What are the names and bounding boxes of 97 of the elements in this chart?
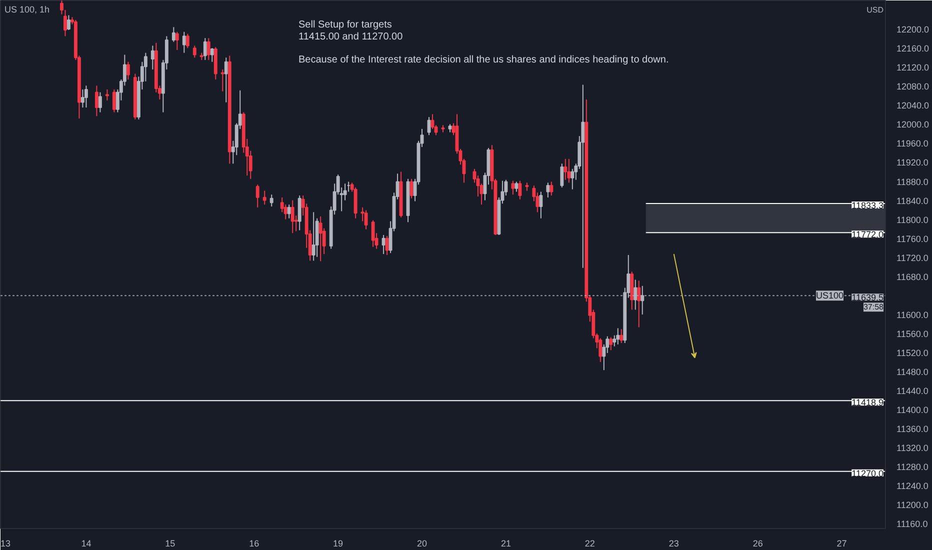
candlestick [262,190,266,206]
y-tick-label: 12040.0 [896,100,930,111]
annotation: Because of the Interest rate decision all the us shares and indices heading to down. [298,54,669,66]
y-tick-label: 11720.0 [896,252,928,263]
x-tick-label: 20 [417,538,428,548]
candlestick [581,84,585,268]
y-tick-label: 12200.0 [896,24,930,35]
x-tick-label: 23 [668,538,679,548]
ref-line-label: 11418.9 [852,398,884,408]
candlestick [290,200,294,234]
y-tick-label: 11200.0 [896,500,928,510]
y-tick-label: 11880.0 [896,176,928,187]
candlestick [192,45,196,58]
y-tick-label: 11800.0 [896,214,928,225]
candlestick [620,328,624,344]
candlestick [66,14,70,30]
annotation: 37:58 [863,302,884,312]
candlestick [98,92,102,113]
candlestick [318,216,322,262]
y-tick-label: 12000.0 [896,120,930,130]
x-tick-label: 15 [165,538,176,548]
candlestick [112,88,116,113]
candlestick [364,210,368,230]
candlestick [210,48,214,62]
candlestick [186,33,190,49]
chart-title: US 100, 1h [4,4,50,14]
candlestick [182,31,186,54]
y-tick-label: 11560.0 [896,328,928,339]
candlestick [410,178,414,199]
y-tick-label: 12160.0 [896,44,930,54]
y-tick-label: 11920.0 [896,158,928,168]
x-tick-label: 14 [81,538,92,548]
candlestick [616,328,620,345]
y-tick-label: 12080.0 [896,82,930,92]
candlestick [354,186,358,219]
candlestick [560,163,564,188]
candlestick [80,88,84,108]
candlestick [203,38,207,60]
candlestick [224,57,228,103]
annotation: Sell Setup for targets [298,20,392,30]
candlestick [382,234,386,255]
ref-line-label: US100 [816,290,844,301]
y-tick-label: 11480.0 [896,367,928,378]
candlestick [270,194,274,207]
y-tick-label: 11680.0 [896,272,928,282]
x-tick-label: 26 [752,538,763,548]
y-tick-label: 11360.0 [896,424,928,434]
candlestick [371,220,375,248]
y-tick-label: 11160.0 [896,519,928,530]
x-tick-label: 19 [333,538,344,548]
y-tick-label: 11440.0 [896,386,928,396]
candlestick [567,158,571,184]
y-tick-label: 12120.0 [896,62,930,73]
candlestick [150,45,154,70]
x-tick-label: 16 [249,538,260,548]
candlestick [550,181,554,196]
ref-line-label: 11833.3 [852,200,884,210]
candlestick [126,61,130,80]
candlestick [637,280,641,328]
candlestick [84,85,88,108]
x-tick-label: 13 [0,538,11,548]
annotation: 11415.00 and 11270.00 [298,32,404,42]
y-tick-label: 11320.0 [896,443,928,454]
candlestick [105,88,109,101]
x-tick-label: 22 [584,538,595,548]
y-tick-label: 11280.0 [896,462,928,472]
y-tick-label: 11520.0 [896,348,928,358]
y-tick-label: 11960.0 [896,138,928,149]
y-tick-label: 11760.0 [896,234,928,244]
ref-line-label: 11270.0 [852,468,884,478]
candlestick [609,336,613,351]
y-tick-label: 11240.0 [896,481,928,492]
candlestick [312,212,316,262]
candlestick [172,26,176,42]
candlestick [298,195,302,231]
x-tick-label: 27 [836,538,847,548]
y-tick-label: 11600.0 [896,310,928,320]
x-tick-label: 21 [500,538,511,548]
candlestick [564,158,568,180]
candlestick [256,184,260,208]
candlestick [206,38,210,60]
candlestick [518,180,522,200]
candlestick [385,235,389,256]
candlestick [546,182,550,198]
y-tick-label: 11400.0 [896,405,928,416]
candlestick [175,31,179,50]
candlestick [598,338,602,363]
ref-line-label: 11772.0 [852,230,884,240]
candlestick [287,204,291,219]
candlestick [94,85,98,117]
candlestick [511,180,515,196]
y-axis-title: USD [866,6,884,14]
y-tick-label: 11840.0 [896,196,928,206]
annotation: 11639.5 [852,292,884,303]
candlestick [514,181,518,192]
candlestick [539,191,543,219]
candlestick [220,68,224,92]
